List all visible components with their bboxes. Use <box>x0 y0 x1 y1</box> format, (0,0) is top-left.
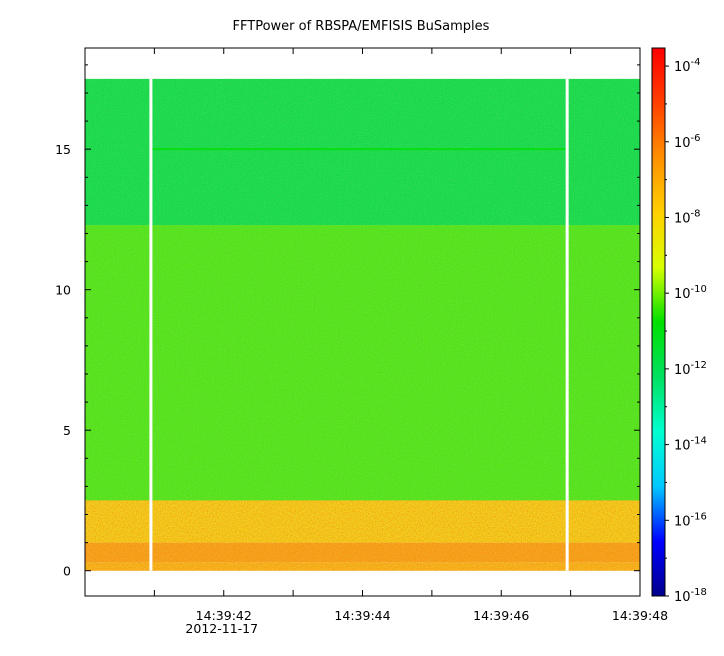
spectrogram-warm-noise <box>85 500 640 571</box>
colorbar-tick-label-6: 10-16 <box>674 511 707 529</box>
y-tick-label-1: 5 <box>63 423 71 438</box>
colorbar-tick-label-5: 10-14 <box>674 436 707 454</box>
colorbar-tick-label-3: 10-10 <box>674 284 707 302</box>
y-tick-label-0: 0 <box>63 564 71 579</box>
colorbar <box>652 48 665 596</box>
colorbar-tick-label-2: 10-8 <box>674 208 701 226</box>
chart-title: FFTPower of RBSPA/EMFISIS BuSamples <box>233 19 490 34</box>
data-gaps <box>149 78 569 571</box>
x-tick-label-7: 14:39:48 <box>612 608 668 623</box>
y-axis: 0 5 10 15 <box>55 64 640 579</box>
plot-area <box>85 78 640 571</box>
y-tick-label-3: 15 <box>55 142 71 157</box>
data-gap-2 <box>565 78 569 571</box>
colorbar-tick-label-4: 10-12 <box>674 360 707 378</box>
colorbar-tick-label-0: 10-4 <box>674 57 701 75</box>
colorbar-tick-label-1: 10-6 <box>674 133 701 151</box>
colorbar-axis: 10-4 10-6 10-8 10-10 10-12 10-14 10-16 10-18 <box>665 57 707 605</box>
y-tick-label-2: 10 <box>55 283 71 298</box>
x-tick-label-5: 14:39:46 <box>473 608 529 623</box>
x-tick-label-1: 14:39:42 <box>196 608 252 623</box>
colorbar-frame <box>651 47 666 597</box>
colorbar-tick-label-7: 10-18 <box>674 587 707 605</box>
x-tick-label-3: 14:39:44 <box>334 608 390 623</box>
spectrogram-noise <box>85 78 640 571</box>
data-gap-1 <box>149 78 153 571</box>
x-tick-sublabel-1: 2012-11-17 <box>185 621 258 636</box>
